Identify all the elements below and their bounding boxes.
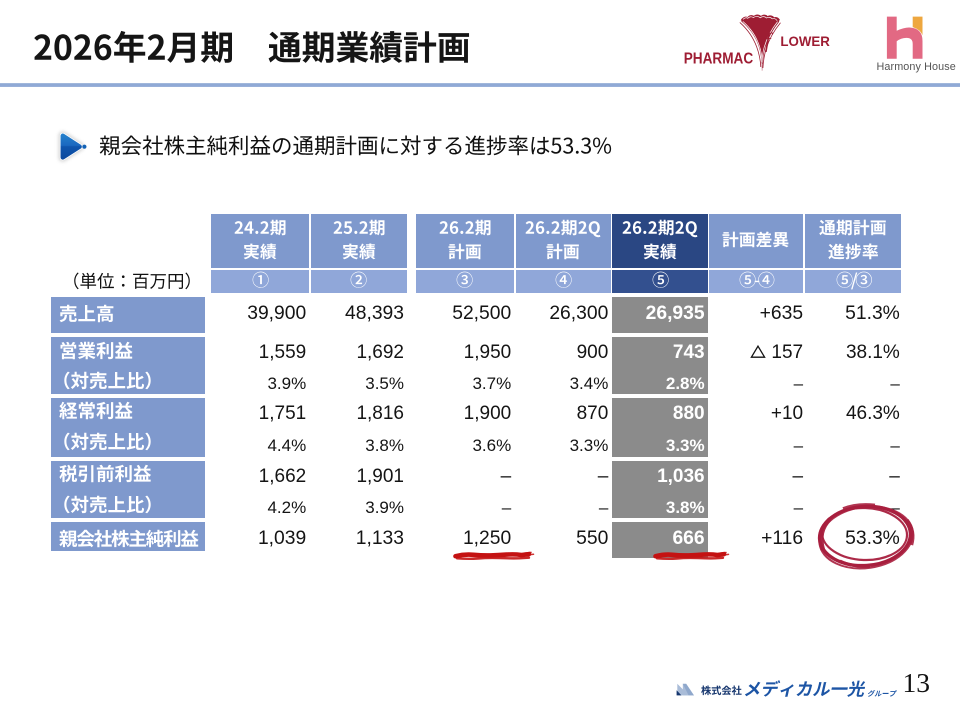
svg-text:LOWER: LOWER	[780, 34, 830, 49]
svg-text:Harmony House: Harmony House	[877, 61, 956, 73]
svg-text:PHARMAC: PHARMAC	[684, 50, 754, 67]
svg-text:f: f	[765, 29, 774, 53]
